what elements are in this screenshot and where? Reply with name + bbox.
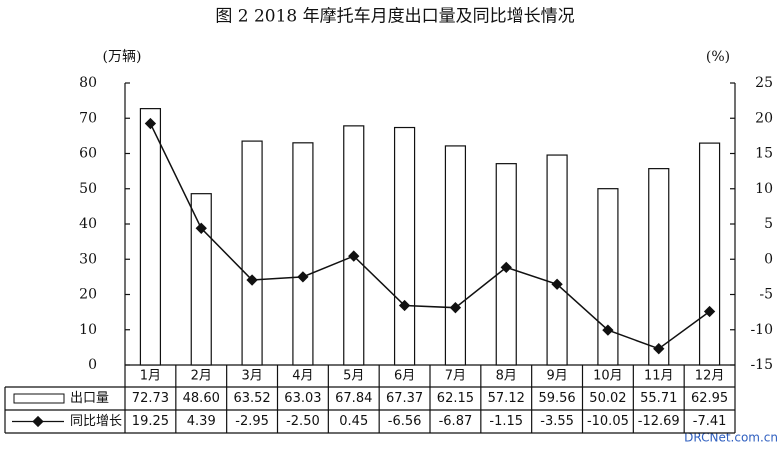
value-label: 63.03 (284, 391, 321, 406)
y2-tick-label: 10 (755, 181, 773, 197)
value-label: -2.50 (286, 414, 320, 429)
y-tick-label: 30 (79, 251, 97, 267)
line-marker (449, 302, 462, 314)
line-marker (653, 343, 665, 355)
bar (597, 188, 619, 366)
line-marker (500, 261, 512, 274)
x-tick-label: 10月 (593, 369, 623, 384)
y2-axis-label: (%) (706, 49, 730, 65)
y-tick-label: 40 (79, 216, 97, 232)
value-label: -1.15 (489, 414, 523, 429)
bar (444, 145, 467, 366)
chart-title: 图 2 2018 年摩托车月度出口量及同比增长情况 (215, 7, 574, 27)
y2-tick-label: 15 (755, 146, 773, 162)
line-marker (348, 250, 360, 262)
y-axis-label: (万辆) (103, 49, 142, 65)
bar (292, 142, 314, 366)
legend-marker (32, 415, 44, 428)
value-label: -10.05 (587, 414, 629, 429)
x-tick-label: 12月 (695, 369, 725, 384)
x-tick-label: 9月 (546, 369, 567, 384)
legend-label: 出口量 (70, 391, 109, 406)
legend-label: 同比增长 (70, 414, 122, 429)
y-tick-label: 70 (79, 110, 97, 126)
line-marker (703, 305, 716, 318)
value-label: -3.55 (540, 414, 574, 429)
y-tick-label: 60 (79, 146, 97, 162)
y2-tick-label: 5 (764, 216, 773, 232)
x-tick-label: 8月 (496, 369, 517, 384)
y-tick-label: 50 (79, 181, 97, 197)
x-tick-label: 5月 (343, 369, 364, 384)
value-label: 55.71 (640, 391, 677, 406)
line-marker (297, 271, 309, 283)
value-label: 67.37 (386, 391, 423, 406)
value-label: -6.56 (388, 414, 422, 429)
value-label: -6.87 (439, 414, 473, 429)
value-label: 59.56 (538, 391, 575, 406)
bar (343, 125, 365, 366)
bar (241, 140, 263, 366)
x-tick-label: 7月 (445, 369, 466, 384)
x-tick-label: 6月 (394, 369, 415, 384)
value-label: 19.25 (132, 414, 169, 429)
y2-tick-label: 25 (755, 75, 773, 91)
value-label: 57.12 (488, 391, 525, 406)
y-tick-label: 0 (88, 357, 97, 373)
y-tick-label: 20 (79, 287, 97, 303)
line-marker (246, 274, 258, 286)
watermark: DRCNet.com.cn (684, 431, 778, 445)
value-label: 62.95 (691, 391, 728, 406)
bar (393, 126, 416, 366)
value-label: 50.02 (589, 391, 626, 406)
y2-tick-label: -10 (750, 322, 773, 338)
value-label: 63.52 (233, 391, 270, 406)
bar (190, 193, 212, 366)
y-tick-label: 10 (79, 322, 97, 338)
x-tick-label: 3月 (241, 369, 262, 384)
line (149, 123, 711, 350)
y2-tick-label: 0 (764, 251, 773, 267)
y2-tick-label: -15 (750, 357, 773, 373)
y2-tick-label: 20 (755, 110, 773, 126)
line-marker (195, 222, 207, 234)
bar (648, 168, 670, 366)
legend-swatch (13, 393, 65, 404)
value-label: -2.95 (235, 414, 269, 429)
line-marker (551, 278, 563, 290)
value-label: 0.45 (339, 414, 368, 429)
value-label: 62.15 (437, 391, 474, 406)
x-tick-label: 1月 (140, 369, 161, 384)
x-tick-label: 11月 (644, 369, 674, 384)
value-label: -12.69 (638, 414, 680, 429)
x-tick-label: 4月 (292, 369, 313, 384)
y2-tick-label: -5 (759, 287, 773, 303)
value-label: 48.60 (183, 391, 220, 406)
y-tick-label: 80 (79, 75, 97, 91)
value-label: 72.73 (132, 391, 169, 406)
x-tick-label: 2月 (191, 369, 212, 384)
value-label: -7.41 (693, 414, 727, 429)
value-label: 4.39 (187, 414, 216, 429)
bar (546, 154, 568, 366)
line-marker (602, 324, 614, 336)
bar (698, 142, 721, 366)
value-label: 67.84 (335, 391, 372, 406)
line-marker (398, 299, 411, 312)
bar (139, 108, 162, 366)
